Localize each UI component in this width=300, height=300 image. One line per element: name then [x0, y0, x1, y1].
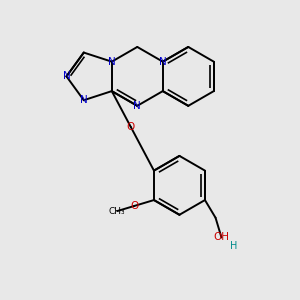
Text: O: O	[127, 122, 135, 132]
Text: OH: OH	[214, 232, 230, 242]
Text: N: N	[159, 57, 167, 67]
Text: CH₃: CH₃	[109, 207, 126, 216]
Text: N: N	[134, 101, 141, 111]
Text: N: N	[63, 71, 70, 81]
Text: N: N	[80, 95, 88, 105]
Text: H: H	[230, 241, 237, 251]
Text: O: O	[130, 201, 138, 211]
Text: N: N	[108, 57, 116, 67]
